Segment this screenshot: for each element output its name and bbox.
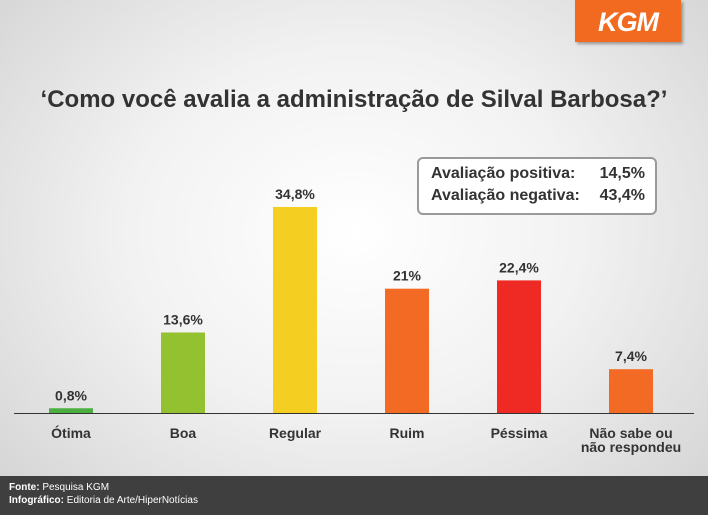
- bar: [385, 288, 429, 413]
- infographic-value: Editoria de Arte/HiperNotícias: [66, 495, 198, 506]
- infographic-line: Infográfico: Editoria de Arte/HiperNotíc…: [9, 495, 198, 506]
- value-label: 0,8%: [55, 387, 87, 403]
- category-label: Péssima: [491, 425, 548, 441]
- bar: [273, 207, 317, 413]
- value-label: 13,6%: [163, 311, 203, 327]
- value-label: 21%: [393, 268, 422, 284]
- value-label: 7,4%: [615, 348, 647, 364]
- infographic-label: Infográfico:: [9, 495, 64, 506]
- value-label: 34,8%: [275, 186, 315, 202]
- negative-row: Avaliação negativa: 43,4%: [431, 187, 645, 207]
- source-value: Pesquisa KGM: [42, 482, 110, 493]
- category-label: Não sabe ou não respondeu: [581, 425, 681, 455]
- negative-value: 43,4%: [599, 187, 645, 204]
- category-label: Regular: [269, 425, 322, 441]
- kgm-logo: KGM: [575, 0, 681, 42]
- bar: [609, 369, 653, 413]
- value-label: 22,4%: [499, 259, 539, 275]
- bar-chart: 0,8% Ótima 13,6% Boa 34,8% Regular 21% Ruim 22,4…: [14, 186, 694, 455]
- category-label: Boa: [170, 425, 197, 441]
- negative-label: Avaliação negativa:: [431, 187, 580, 204]
- bar: [161, 332, 205, 413]
- category-label: Ótima: [51, 424, 91, 441]
- footer-bar: Fonte: Pesquisa KGM Infográfico: Editori…: [0, 476, 708, 515]
- source-label: Fonte:: [9, 482, 40, 493]
- bar: [49, 408, 93, 413]
- positive-row: Avaliação positiva: 14,5%: [431, 165, 645, 185]
- source-line: Fonte: Pesquisa KGM: [9, 482, 109, 493]
- chart-title: ‘Como você avalia a administração de Sil…: [40, 86, 668, 113]
- bar: [497, 280, 541, 413]
- summary-box: Avaliação positiva: 14,5% Avaliação nega…: [417, 157, 657, 215]
- positive-value: 14,5%: [599, 165, 645, 182]
- category-label: Ruim: [390, 425, 425, 441]
- positive-label: Avaliação positiva:: [431, 165, 576, 182]
